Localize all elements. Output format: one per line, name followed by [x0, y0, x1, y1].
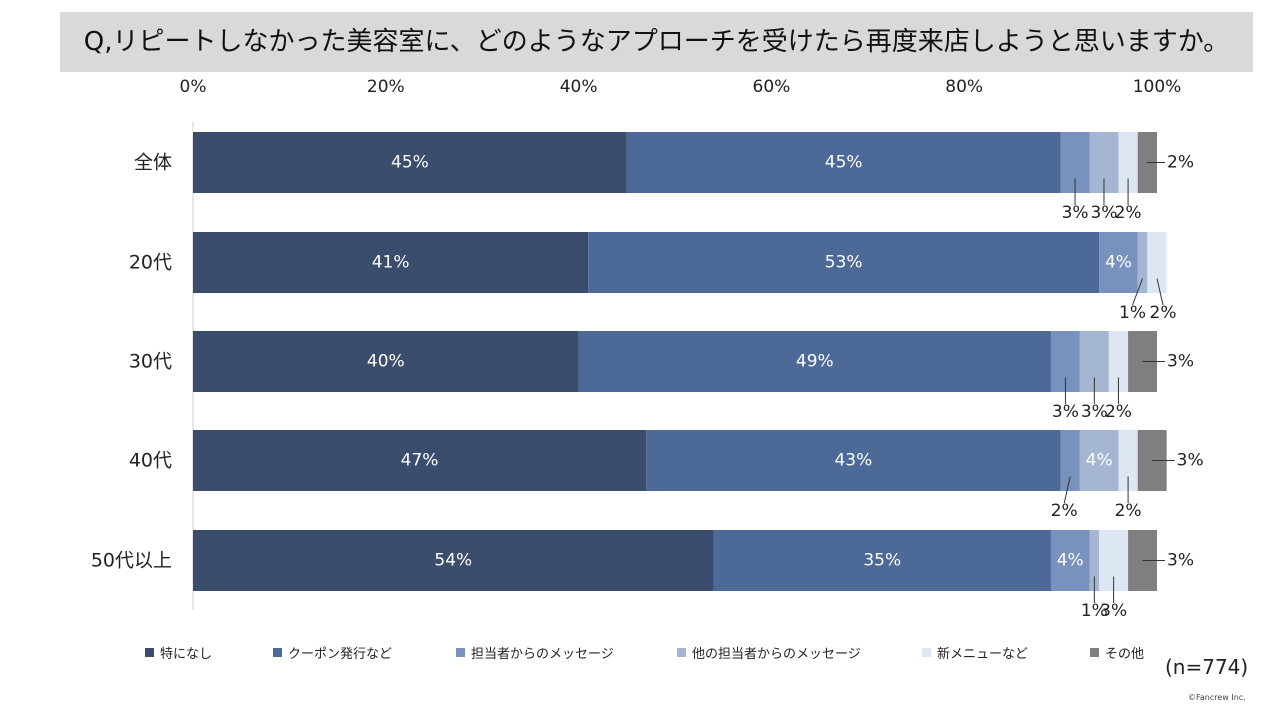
data-label: 1%: [1119, 303, 1146, 323]
x-tick-label: 40%: [560, 77, 598, 97]
bar-segment: [193, 530, 714, 591]
bar-segment: [646, 430, 1061, 491]
data-label: 3%: [1052, 402, 1079, 422]
data-label: 45%: [825, 153, 863, 173]
bar-segment: [193, 132, 627, 193]
bar-segment: [578, 331, 1051, 392]
legend-label: 他の担当者からのメッセージ: [692, 647, 861, 662]
legend-item: 特になし: [145, 643, 212, 662]
legend-item: クーポン発行など: [273, 643, 392, 662]
data-label: 43%: [834, 451, 872, 471]
data-label: 3%: [1167, 352, 1194, 372]
data-label: 3%: [1062, 203, 1089, 223]
data-label: 35%: [863, 551, 901, 571]
legend-swatch: [1090, 648, 1099, 657]
category-label: 50代以上: [91, 550, 172, 572]
bar-segment: [626, 132, 1061, 193]
legend-swatch: [922, 648, 931, 657]
legend-item: 他の担当者からのメッセージ: [677, 643, 861, 662]
x-tick-label: 80%: [945, 77, 983, 97]
legend-label: 新メニューなど: [937, 647, 1029, 662]
bar-segment: [193, 232, 589, 293]
x-tick-label: 20%: [367, 77, 405, 97]
data-label: 1%: [1081, 601, 1108, 621]
x-tick-label: 100%: [1133, 77, 1182, 97]
bar-segment: [1108, 331, 1129, 392]
leader-line: [1132, 278, 1144, 306]
category-label: 30代: [129, 351, 172, 373]
bar-segment: [1060, 430, 1080, 491]
legend-swatch: [456, 648, 465, 657]
bar-segment: [1118, 430, 1138, 491]
legend-label: 担当者からのメッセージ: [471, 647, 614, 662]
bar-segment: [193, 430, 647, 491]
data-label: 2%: [1115, 501, 1142, 521]
chart-title: Q,リピートしなかった美容室に、どのようなアプローチを受けたら再度来店しようと思…: [83, 27, 1230, 57]
bar-segment: [193, 331, 579, 392]
bar-segment: [1089, 530, 1100, 591]
bar-segment: [713, 530, 1051, 591]
data-label: 41%: [372, 253, 410, 273]
title-bar: Q,リピートしなかった美容室に、どのようなアプローチを受けたら再度来店しようと思…: [60, 12, 1253, 72]
data-label: 3%: [1090, 203, 1117, 223]
leader-line: [1156, 278, 1164, 306]
bar-segment: [1118, 132, 1138, 193]
bar-segment: [1079, 430, 1119, 491]
legend-label: 特になし: [160, 647, 213, 662]
data-label: 3%: [1081, 402, 1108, 422]
data-label: 3%: [1177, 451, 1204, 471]
data-label: 2%: [1167, 153, 1194, 173]
data-label: 3%: [1100, 601, 1127, 621]
bar-segment: [1050, 530, 1090, 591]
legend-label: その他: [1105, 647, 1145, 662]
data-label: 3%: [1167, 551, 1194, 571]
category-label: 全体: [134, 152, 172, 174]
bar-segment: [1099, 232, 1138, 293]
data-label: 2%: [1115, 203, 1142, 223]
legend-item: 新メニューなど: [922, 643, 1028, 662]
legend-item: 担当者からのメッセージ: [456, 643, 614, 662]
data-label: 54%: [434, 551, 472, 571]
legend-swatch: [677, 648, 686, 657]
legend-item: その他: [1090, 643, 1144, 662]
data-label: 45%: [391, 153, 429, 173]
data-label: 4%: [1086, 451, 1113, 471]
data-label: 2%: [1105, 402, 1132, 422]
x-tick-label: 0%: [180, 77, 207, 97]
data-label: 49%: [796, 352, 834, 372]
data-label: 4%: [1057, 551, 1084, 571]
category-label: 20代: [129, 252, 172, 274]
legend-swatch: [273, 648, 282, 657]
legend-label: クーポン発行など: [288, 647, 393, 662]
data-label: 4%: [1105, 253, 1132, 273]
sample-size: (n=774): [1165, 655, 1249, 679]
copyright: ©Fancrew Inc.: [1188, 693, 1246, 702]
x-tick-label: 60%: [753, 77, 791, 97]
data-label: 2%: [1150, 303, 1177, 323]
legend-swatch: [145, 648, 154, 657]
data-label: 47%: [401, 451, 439, 471]
bar-segment: [1147, 232, 1167, 293]
data-label: 53%: [825, 253, 863, 273]
data-label: 40%: [367, 352, 405, 372]
data-label: 2%: [1051, 501, 1078, 521]
category-label: 40代: [129, 450, 172, 472]
leader-line: [1063, 476, 1071, 504]
bar-segment: [588, 232, 1100, 293]
bar-segment: [1137, 232, 1148, 293]
